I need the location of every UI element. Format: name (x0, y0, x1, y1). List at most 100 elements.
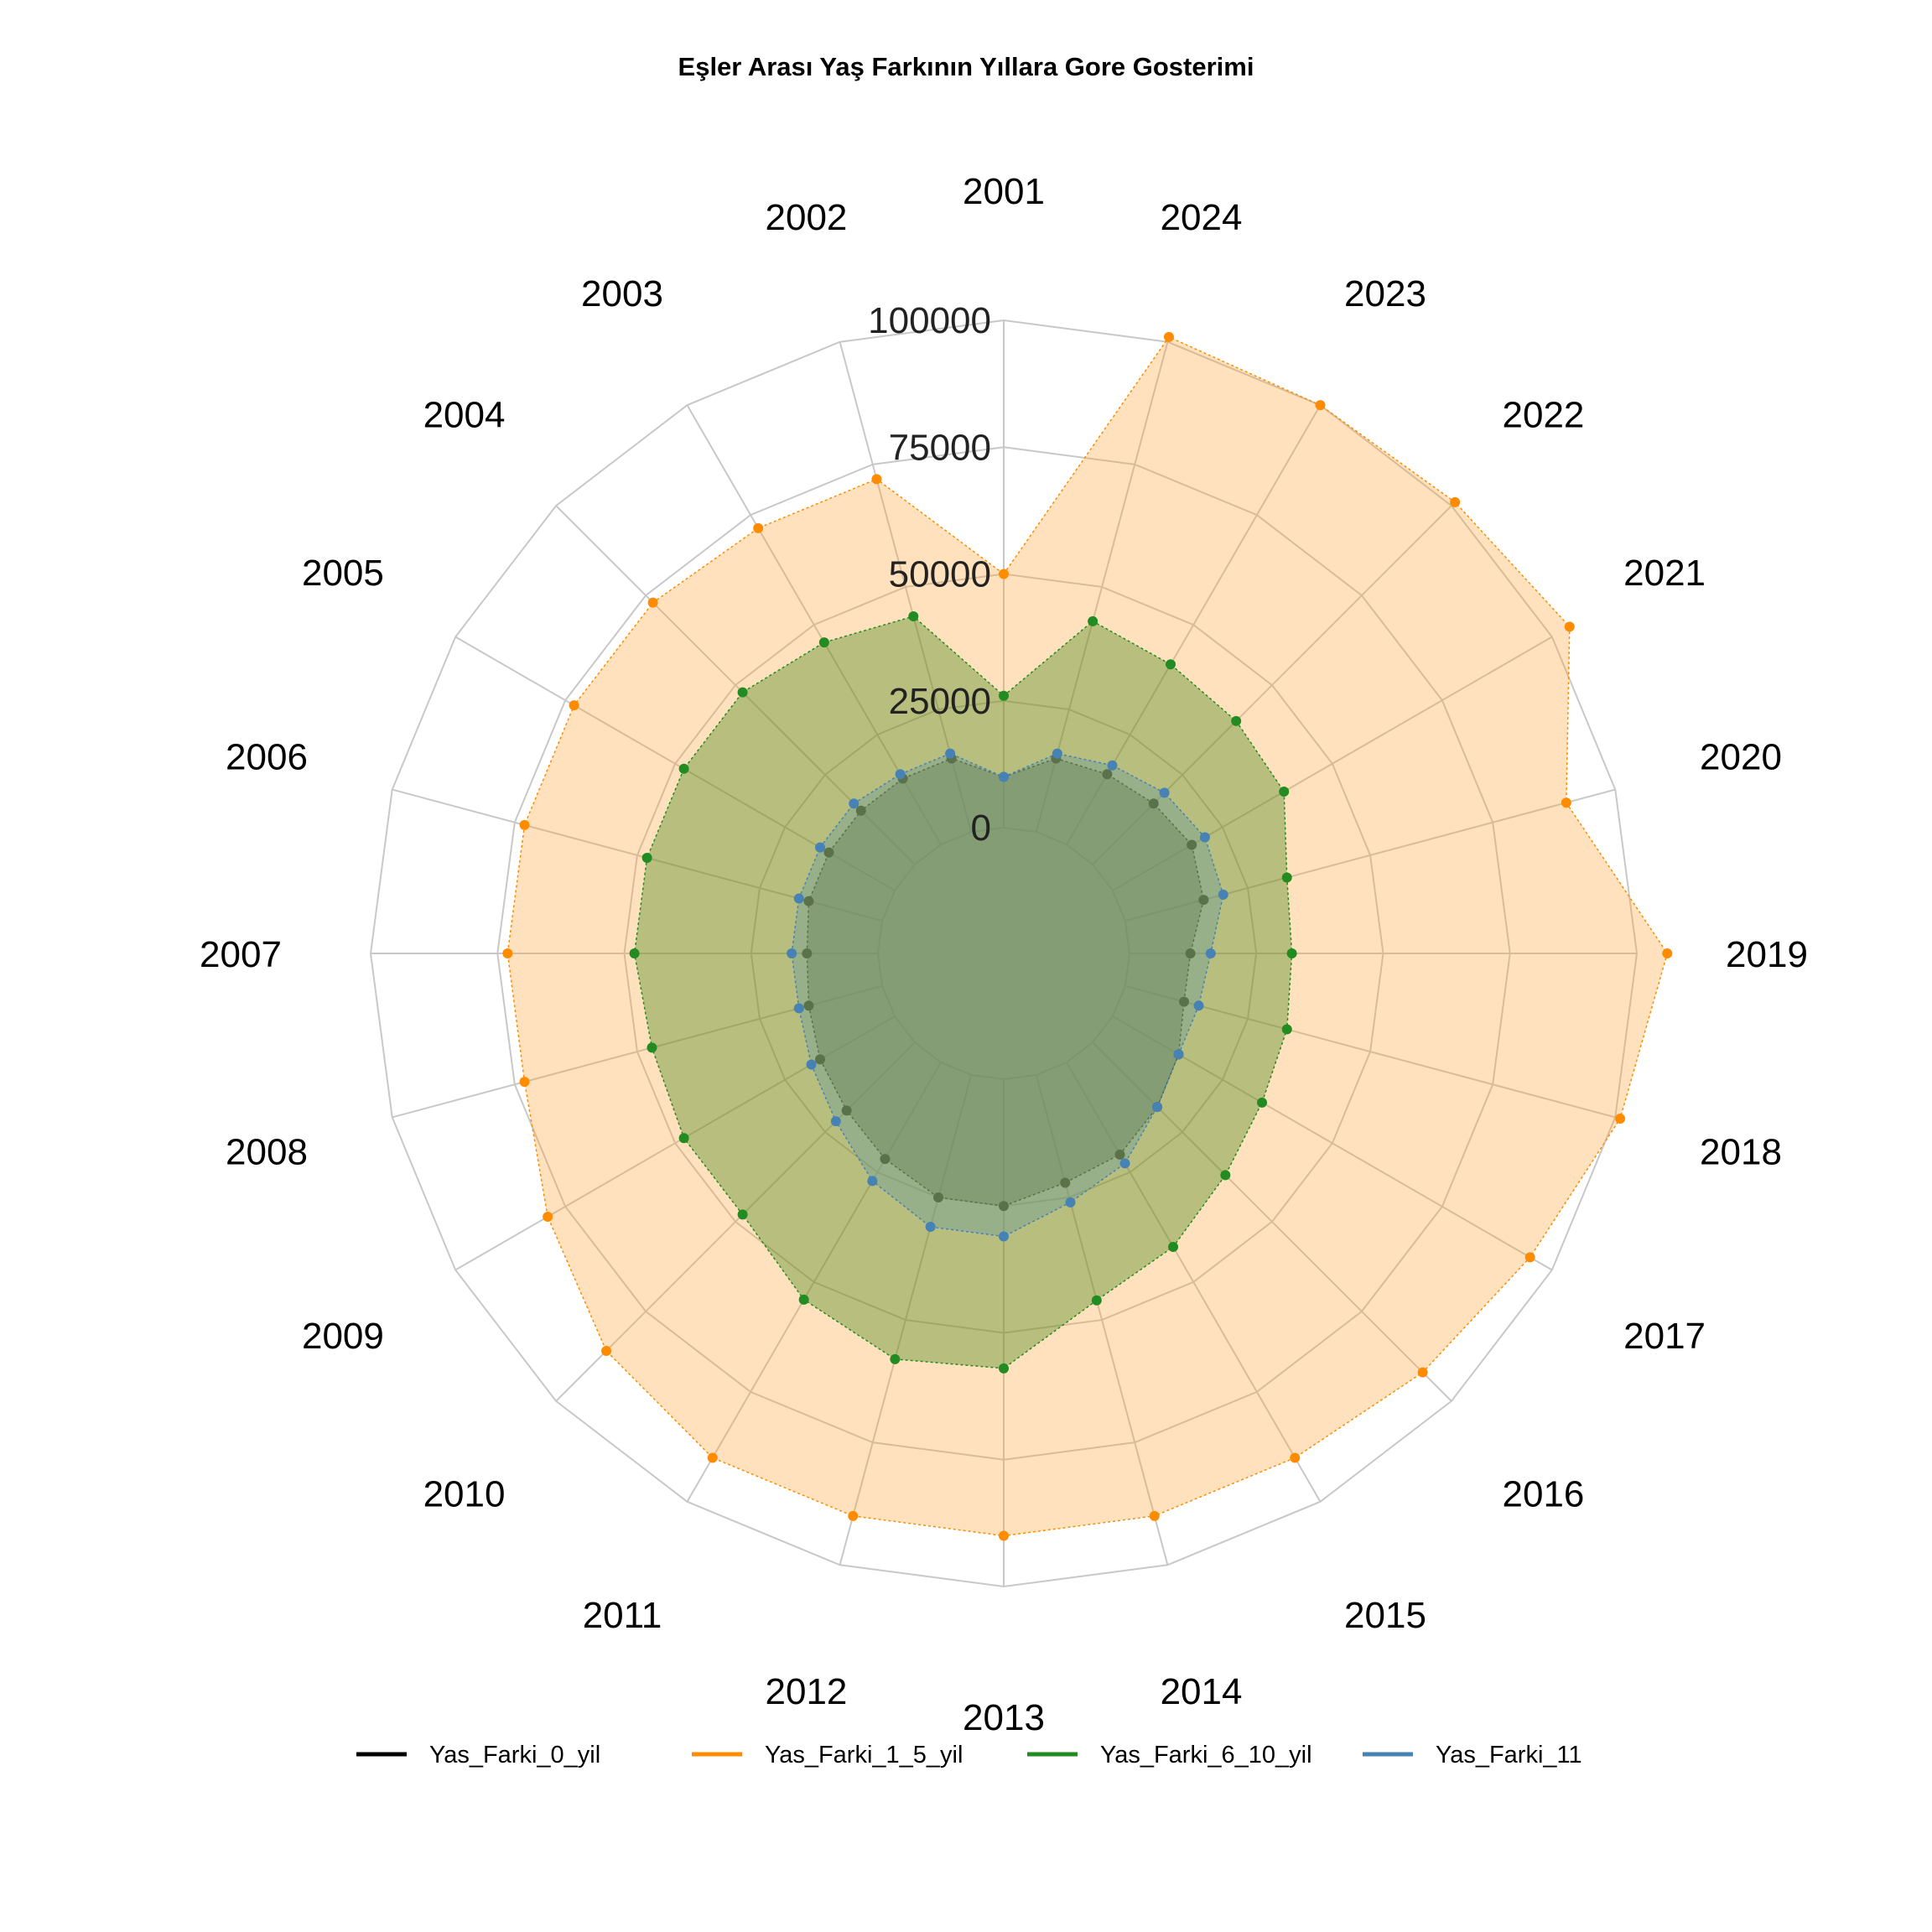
data-point (890, 1353, 901, 1364)
category-label: 2019 (1726, 934, 1808, 975)
series-area (806, 757, 1205, 1208)
data-point (1561, 797, 1571, 808)
radial-tick-label: 50000 (889, 554, 991, 595)
data-point (999, 690, 1009, 701)
data-point (707, 1452, 718, 1463)
data-point (1281, 872, 1292, 883)
series-layer (502, 331, 1673, 1541)
category-label: 2002 (766, 197, 848, 238)
data-point (629, 948, 640, 958)
data-point (569, 700, 579, 711)
data-point (1281, 1024, 1292, 1035)
data-point (1173, 1049, 1184, 1060)
data-point (793, 893, 804, 904)
data-point (1107, 760, 1118, 771)
data-point (1198, 895, 1209, 906)
category-label: 2013 (963, 1697, 1045, 1738)
legend-item: Yas_Farki_11 (1363, 1742, 1582, 1768)
data-point (601, 1345, 612, 1356)
data-point (908, 610, 919, 621)
data-point (806, 1059, 817, 1070)
data-point (1179, 996, 1190, 1007)
category-label: 2018 (1700, 1132, 1782, 1173)
data-point (999, 1530, 1009, 1541)
data-point (815, 842, 826, 853)
series-Yas_Farki_6_10_yil (629, 610, 1297, 1374)
data-point (641, 853, 652, 864)
data-point (1149, 1510, 1160, 1521)
data-point (895, 769, 906, 780)
category-label: 2012 (766, 1671, 848, 1712)
category-label: 2021 (1623, 553, 1706, 594)
data-point (925, 1222, 936, 1233)
data-point (737, 1209, 748, 1220)
data-point (848, 1510, 859, 1521)
data-point (818, 637, 829, 648)
data-point (1088, 615, 1098, 626)
category-label: 2023 (1344, 273, 1426, 314)
radial-tick-label: 100000 (868, 300, 991, 341)
category-label: 2010 (423, 1473, 506, 1514)
data-point (803, 1000, 814, 1011)
category-label: 2016 (1503, 1473, 1585, 1514)
data-point (1060, 1177, 1071, 1188)
data-point (678, 763, 689, 774)
data-point (1231, 715, 1242, 726)
grid-spoke (1112, 1015, 1553, 1271)
data-point (1159, 787, 1170, 798)
data-point (999, 1363, 1009, 1374)
category-label: 2017 (1623, 1316, 1706, 1357)
legend-item: Yas_Farki_0_yil (356, 1742, 600, 1768)
data-point (999, 771, 1009, 782)
data-point (1185, 948, 1196, 958)
data-point (1193, 1000, 1204, 1011)
category-label: 2020 (1700, 736, 1782, 777)
grid-spoke (1124, 984, 1616, 1119)
data-point (1152, 1102, 1163, 1113)
category-label: 2003 (581, 273, 663, 314)
category-label: 2005 (302, 553, 384, 594)
data-point (1450, 496, 1461, 507)
data-point (830, 1116, 841, 1127)
data-point (519, 819, 530, 830)
data-point (1119, 1158, 1130, 1169)
data-point (849, 798, 860, 809)
data-point (787, 948, 797, 958)
data-point (1187, 839, 1197, 850)
data-point (999, 1201, 1009, 1212)
grid-spoke (1112, 636, 1553, 891)
category-label: 2011 (583, 1595, 662, 1636)
grid-spoke (1092, 1041, 1452, 1402)
data-point (737, 687, 748, 698)
category-label: 2009 (302, 1316, 384, 1357)
data-point (815, 1054, 826, 1065)
legend-item: Yas_Farki_1_5_yil (692, 1742, 963, 1768)
category-label: 2004 (423, 395, 506, 436)
category-label: 2022 (1503, 395, 1585, 436)
chart-title: Eşler Arası Yaş Farkının Yıllara Gore Go… (678, 52, 1254, 81)
data-point (678, 1133, 689, 1144)
legend-label: Yas_Farki_1_5_yil (765, 1742, 963, 1768)
data-point (1218, 889, 1228, 900)
data-point (1290, 1452, 1301, 1463)
data-point (802, 948, 813, 958)
category-label: 2006 (226, 736, 308, 777)
data-point (945, 748, 956, 759)
data-point (798, 1294, 809, 1305)
data-point (999, 1231, 1009, 1242)
data-point (1199, 832, 1210, 843)
data-point (1257, 1097, 1268, 1108)
data-point (1091, 1295, 1102, 1306)
legend-item: Yas_Farki_6_10_yil (1027, 1742, 1312, 1768)
data-point (1524, 1252, 1535, 1263)
data-point (880, 1154, 891, 1165)
data-point (1166, 659, 1176, 670)
radial-tick-label: 75000 (889, 427, 991, 468)
category-label: 2008 (226, 1132, 308, 1173)
data-point (1102, 769, 1113, 780)
data-point (1286, 948, 1297, 958)
data-point (867, 1176, 878, 1187)
grid-spoke (839, 1074, 973, 1566)
legend-label: Yas_Farki_6_10_yil (1100, 1742, 1312, 1768)
